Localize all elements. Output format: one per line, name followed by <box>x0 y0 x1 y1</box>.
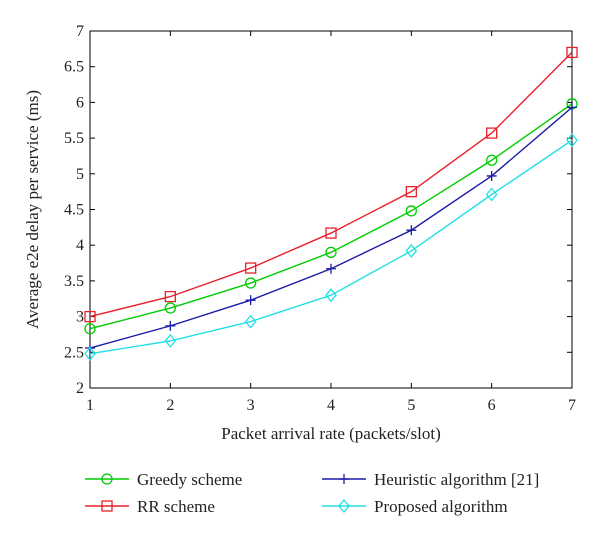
series-line <box>89 139 573 355</box>
y-tick-label: 2 <box>76 380 84 397</box>
plus-marker <box>406 225 417 236</box>
series-group <box>84 46 578 323</box>
square-marker <box>84 310 96 323</box>
legend-label: RR scheme <box>137 497 215 516</box>
x-tick-label: 5 <box>407 397 415 414</box>
legend: Greedy scheme RR scheme Heuristic algorith… <box>85 470 539 516</box>
x-tick-label: 6 <box>488 397 496 414</box>
y-tick-label: 6.5 <box>64 59 84 76</box>
circle-marker <box>486 154 498 166</box>
legend-item: Proposed algorithm <box>322 497 508 516</box>
diamond-marker <box>84 346 96 361</box>
diamond-marker <box>244 314 257 329</box>
circle-marker <box>164 302 176 314</box>
square-marker <box>164 290 176 303</box>
legend-item: RR scheme <box>85 497 215 516</box>
y-tick-label: 4 <box>76 237 84 254</box>
diamond-marker <box>164 333 177 348</box>
x-tick-label: 4 <box>327 397 335 414</box>
circle-marker <box>245 277 257 289</box>
plus-marker <box>326 263 336 274</box>
x-axis-label: Packet arrival rate (packets/slot) <box>221 424 440 443</box>
plus-marker <box>245 295 256 306</box>
square-marker <box>566 46 578 59</box>
x-tick-label: 2 <box>166 397 174 414</box>
legend-label: Heuristic algorithm [21] <box>374 470 539 489</box>
y-tick-label: 4.5 <box>64 202 84 219</box>
x-tick-label: 1 <box>86 397 94 414</box>
axis-ticks: 1 2 3 4 5 6 722.533.544.555.566.57 <box>64 23 576 414</box>
y-tick-label: 3.5 <box>64 273 84 290</box>
series-group <box>85 102 577 354</box>
diamond-marker <box>405 243 418 258</box>
legend-item: Heuristic algorithm [21] <box>322 470 539 489</box>
legend-label: Proposed algorithm <box>374 497 508 516</box>
y-tick-label: 7 <box>76 23 84 40</box>
square-marker <box>245 262 257 274</box>
circle-marker <box>405 205 417 217</box>
y-tick-label: 6 <box>76 94 84 111</box>
plus-marker <box>165 320 176 331</box>
series-line <box>89 51 573 318</box>
legend-item: Greedy scheme <box>85 470 242 489</box>
series-group <box>84 98 578 335</box>
series-group <box>84 133 578 361</box>
y-tick-label: 3 <box>76 309 84 326</box>
plot-area-frame <box>89 30 573 389</box>
circle-marker <box>325 246 337 258</box>
diamond-marker <box>485 187 498 202</box>
y-tick-label: 5 <box>76 166 84 183</box>
plus-marker <box>567 102 577 113</box>
legend-label: Greedy scheme <box>137 470 242 489</box>
diamond-marker <box>338 498 350 514</box>
diamond-marker <box>325 288 337 303</box>
plus-marker <box>486 170 497 181</box>
series-line <box>89 103 573 330</box>
square-marker <box>405 185 417 198</box>
y-tick-label: 2.5 <box>64 344 84 361</box>
square-marker <box>325 227 337 239</box>
y-axis-label: Average e2e delay per service (ms) <box>23 90 42 329</box>
plus-marker <box>339 474 349 484</box>
circle-marker <box>101 473 113 485</box>
diamond-marker <box>566 133 578 148</box>
x-tick-label: 3 <box>247 397 255 414</box>
square-marker <box>486 127 498 139</box>
series-layer <box>84 46 578 361</box>
y-tick-label: 5.5 <box>64 130 84 147</box>
x-tick-label: 7 <box>568 397 576 414</box>
square-marker <box>101 500 113 512</box>
circle-marker <box>84 323 96 335</box>
